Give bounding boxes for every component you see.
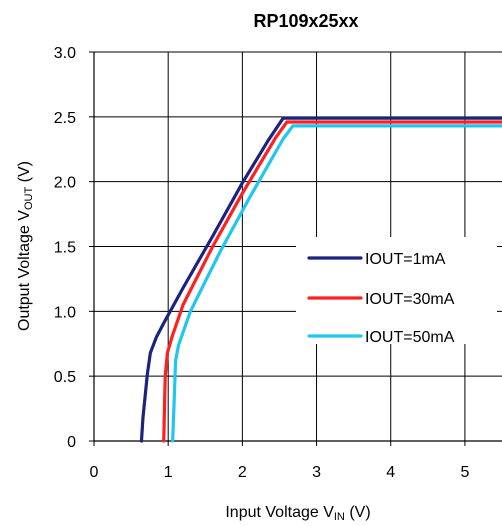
legend-label: IOUT=50mA xyxy=(365,329,455,346)
x-tick-label: 4 xyxy=(386,464,395,481)
y-tick-label: 2.0 xyxy=(54,175,76,192)
y-axis-label: Output Voltage VOUT (V) xyxy=(16,161,35,331)
y-axis-label-unit: (V) xyxy=(16,161,33,187)
legend-box xyxy=(296,237,497,344)
series-line xyxy=(139,116,502,443)
legend-label: IOUT=1mA xyxy=(365,251,446,268)
x-tick-label: 3 xyxy=(312,464,321,481)
x-tick-label: 5 xyxy=(460,464,469,481)
chart-title: RP109x25xx xyxy=(253,11,358,31)
y-tick-label: 3.0 xyxy=(54,45,76,62)
x-axis-label-main: Input Voltage V xyxy=(225,504,334,521)
x-tick-label: 1 xyxy=(164,464,173,481)
x-tick-label: 2 xyxy=(238,464,247,481)
series-line xyxy=(162,120,502,443)
x-axis-label: Input Voltage VIN (V) xyxy=(225,504,370,523)
x-axis-label-unit: (V) xyxy=(345,504,371,521)
legend-label: IOUT=30mA xyxy=(365,291,455,308)
y-tick-label: 1.0 xyxy=(54,304,76,321)
x-axis-label-subscript: IN xyxy=(334,511,345,523)
y-axis-label-subscript: OUT xyxy=(23,187,35,211)
x-tick-label: 0 xyxy=(90,464,99,481)
y-tick-label: 0.5 xyxy=(54,369,76,386)
y-tick-label: 2.5 xyxy=(54,110,76,127)
y-tick-label: 0 xyxy=(67,434,76,451)
y-tick-label: 1.5 xyxy=(54,240,76,257)
series-line xyxy=(171,124,502,443)
y-axis-label-main: Output Voltage V xyxy=(16,210,33,331)
